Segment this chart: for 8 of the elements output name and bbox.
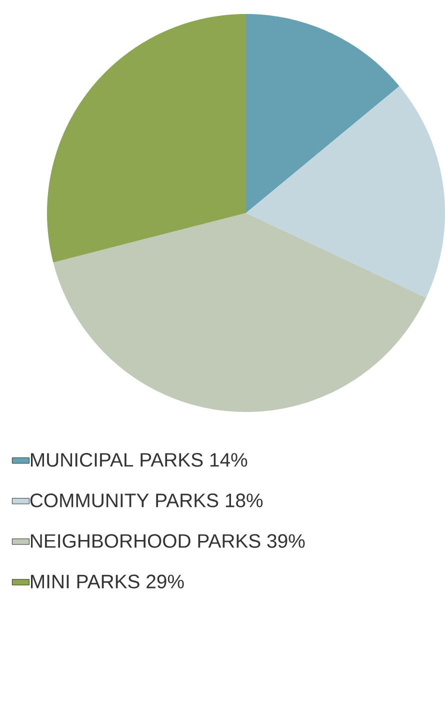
- legend-label: NEIGHBORHOOD PARKS: [31, 534, 260, 548]
- data-label: 14%: [210, 453, 248, 467]
- data-label: 39%: [267, 534, 305, 548]
- legend-label: COMMUNITY PARKS: [30, 494, 218, 508]
- legend-label: MINI PARKS: [31, 574, 140, 588]
- legend-label: MUNICIPAL PARKS: [31, 452, 203, 467]
- data-label: 18%: [226, 494, 263, 508]
- data-label: 29%: [146, 574, 184, 588]
